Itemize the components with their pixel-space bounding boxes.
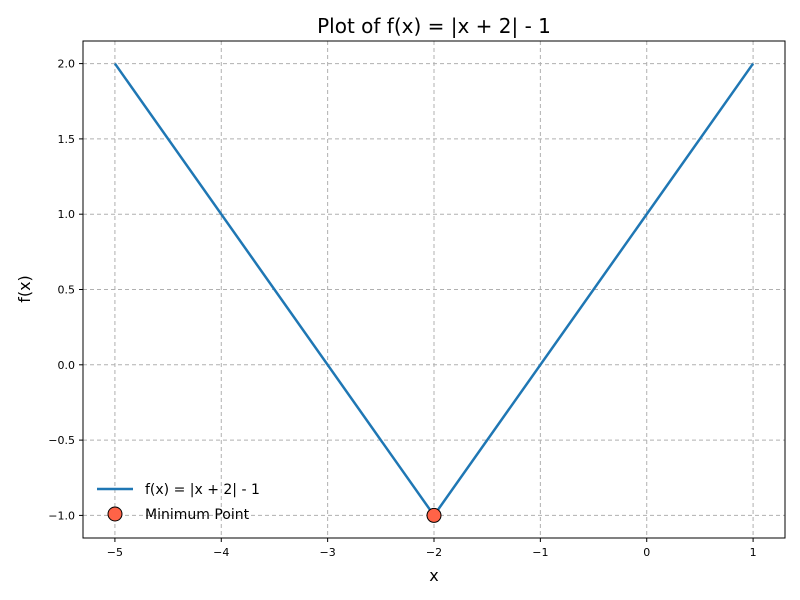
x-axis-label: x	[429, 566, 438, 585]
grid-lines	[83, 41, 785, 538]
x-tick-label: −3	[320, 546, 336, 559]
y-tick-label: 0.0	[58, 359, 76, 372]
legend: f(x) = |x + 2| - 1 Minimum Point	[97, 482, 260, 523]
legend-label: Minimum Point	[145, 507, 250, 523]
x-tick-label: −4	[213, 546, 229, 559]
y-tick-label: 2.0	[58, 58, 76, 71]
x-tick-label: −2	[426, 546, 442, 559]
minimum-point-marker	[426, 507, 442, 523]
x-tick-label: 0	[643, 546, 650, 559]
x-tick-label: −5	[107, 546, 123, 559]
y-tick-label: 0.5	[58, 284, 76, 297]
chart-title: Plot of f(x) = |x + 2| - 1	[317, 14, 551, 38]
y-tick-label: 1.0	[58, 208, 76, 221]
y-axis-label: f(x)	[15, 275, 34, 303]
y-axis: −1.0 −0.5 0.0 0.5 1.0 1.5 2.0	[48, 58, 83, 522]
y-tick-label: −1.0	[48, 509, 75, 522]
x-tick-label: 1	[750, 546, 757, 559]
x-axis: −5 −4 −3 −2 −1 0 1	[107, 538, 757, 559]
y-tick-label: −0.5	[48, 434, 75, 447]
x-tick-label: −1	[532, 546, 548, 559]
legend-marker-swatch	[107, 506, 123, 522]
series-layer	[113, 62, 755, 523]
y-tick-label: 1.5	[58, 133, 76, 146]
legend-label: f(x) = |x + 2| - 1	[145, 482, 260, 498]
